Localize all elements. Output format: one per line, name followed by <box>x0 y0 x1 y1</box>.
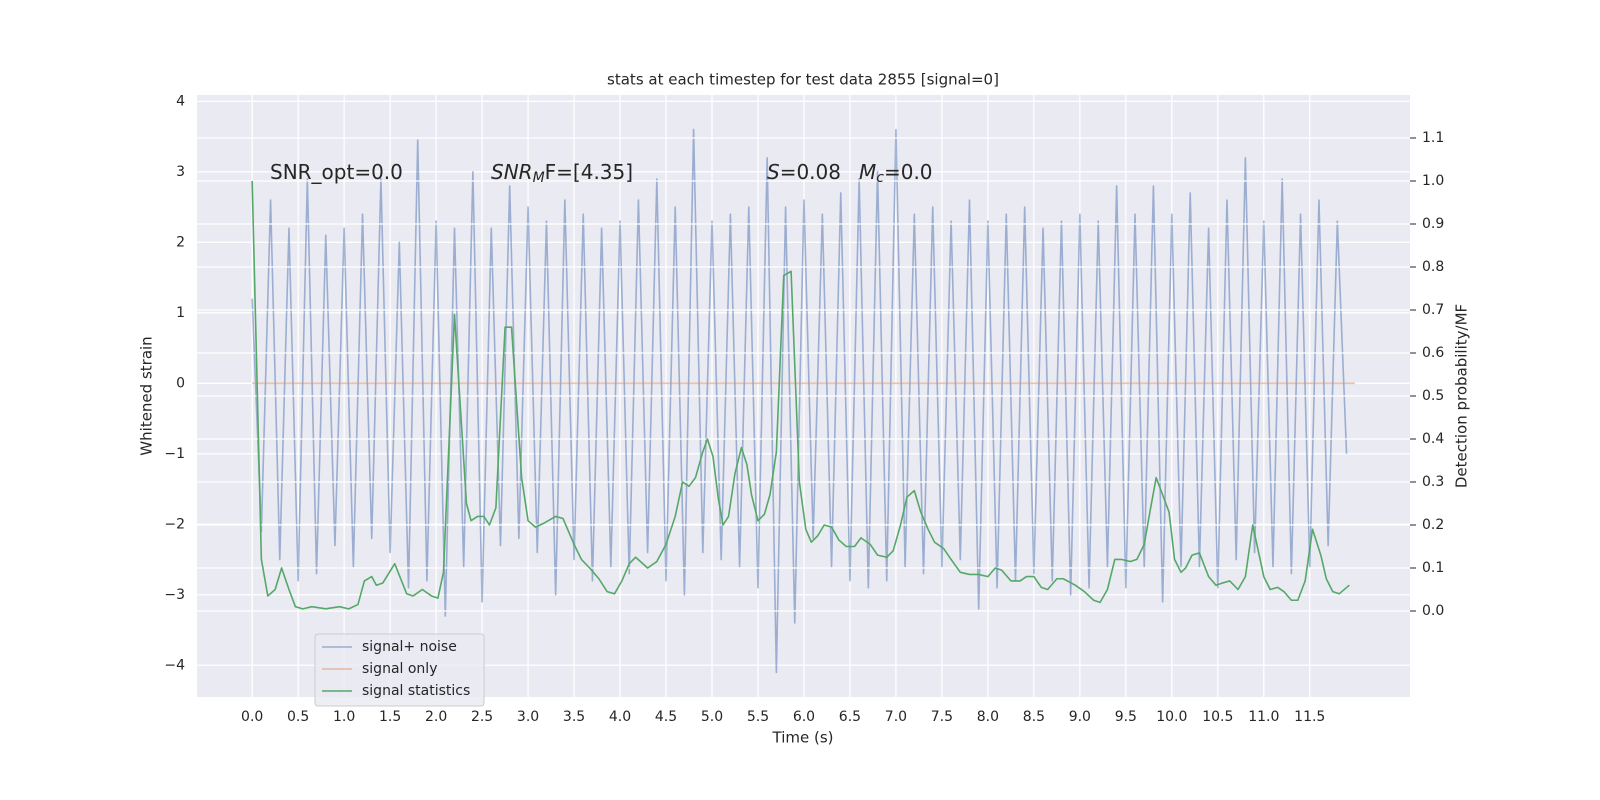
y2-tick-label: 0.1 <box>1422 560 1444 576</box>
annotation-text: SNR <box>491 160 533 184</box>
y-tick-label: 3 <box>176 164 185 180</box>
y-tick-label: 2 <box>176 234 185 250</box>
legend-label: signal only <box>362 661 437 677</box>
y2-tick-label: 0.7 <box>1422 302 1444 318</box>
y-tick-label: 0 <box>176 375 185 391</box>
x-tick-label: 6.5 <box>839 709 861 725</box>
y-tick-label: −3 <box>164 587 185 603</box>
legend-box <box>314 633 485 707</box>
x-tick-label: 6.0 <box>793 709 815 725</box>
x-tick-label: 11.5 <box>1294 709 1325 725</box>
grid-layer-y2 <box>197 137 1410 612</box>
x-tick-label: 0.5 <box>287 709 309 725</box>
y2-tick-label: 0.4 <box>1422 431 1444 447</box>
y2-tick-label: 0.8 <box>1422 259 1444 275</box>
annotation-text: SNR_opt=0.0 <box>270 160 403 184</box>
annotation-text: S <box>767 160 780 184</box>
data-layer <box>251 128 1355 674</box>
y2-tick-label: 0.0 <box>1422 603 1444 619</box>
annotation: SNRMF=[4.35] <box>491 160 633 187</box>
y-tick-label: 1 <box>176 305 185 321</box>
annotation-rest: =0.0 <box>884 160 933 184</box>
data-layer-y2 <box>251 180 1350 610</box>
x-tick-label: 3.5 <box>563 709 585 725</box>
x-tick-label: 8.5 <box>1023 709 1045 725</box>
x-tick-label: 9.5 <box>1115 709 1137 725</box>
y2-tick-label: 1.0 <box>1422 173 1444 189</box>
series-line <box>251 180 1350 610</box>
y2-tick-label: 0.2 <box>1422 517 1444 533</box>
series-line <box>251 128 1348 674</box>
annotation-subscript: M <box>533 170 545 186</box>
y2-axis-label: Detection probability/MF <box>1453 304 1471 488</box>
x-tick-label: 9.0 <box>1069 709 1091 725</box>
legend-label: signal+ noise <box>362 639 457 655</box>
y-tick-label: −4 <box>164 657 185 673</box>
y2-tick-label: 0.6 <box>1422 345 1444 361</box>
y-tick-label: −2 <box>164 516 185 532</box>
y2-tick-label: 1.1 <box>1422 130 1444 146</box>
y-tick-label: 4 <box>176 93 185 109</box>
y2-tick-label: 0.9 <box>1422 216 1444 232</box>
y2-tick-label: 0.5 <box>1422 388 1444 404</box>
x-tick-label: 5.0 <box>701 709 723 725</box>
annotation: SNR_opt=0.0 <box>270 160 403 184</box>
x-tick-label: 8.0 <box>977 709 999 725</box>
x-tick-label: 10.5 <box>1202 709 1233 725</box>
x-tick-label: 1.5 <box>379 709 401 725</box>
x-axis-label: Time (s) <box>772 729 834 747</box>
x-tick-label: 7.5 <box>931 709 953 725</box>
legend-label: signal statistics <box>362 683 470 699</box>
y-axis-label: Whitened strain <box>138 336 156 455</box>
y2-tick-label: 0.3 <box>1422 474 1444 490</box>
x-tick-label: 4.0 <box>609 709 631 725</box>
x-tick-label: 7.0 <box>885 709 907 725</box>
annotation: S=0.08 <box>767 160 841 184</box>
x-tick-label: 0.0 <box>241 709 263 725</box>
annotation-subscript: c <box>876 170 884 186</box>
annotation-rest: =0.08 <box>780 160 841 184</box>
annotation-rest: F=[4.35] <box>545 160 633 184</box>
x-tick-label: 2.5 <box>471 709 493 725</box>
x-tick-label: 4.5 <box>655 709 677 725</box>
x-tick-label: 1.0 <box>333 709 355 725</box>
x-tick-label: 5.5 <box>747 709 769 725</box>
x-tick-label: 3.0 <box>517 709 539 725</box>
x-tick-label: 2.0 <box>425 709 447 725</box>
x-tick-label: 10.0 <box>1156 709 1187 725</box>
x-tick-label: 11.0 <box>1248 709 1279 725</box>
y-tick-label: −1 <box>164 446 185 462</box>
labels: 0.0 0.5 1.0 1.5 2.0 2.5 3.0 3.5 4.0 4.5 5.0 5.5 6.0 6… <box>164 93 1444 725</box>
annotation: Mc=0.0 <box>859 160 933 187</box>
annotation-text: M <box>859 160 876 184</box>
chart-title: stats at each timestep for test data 285… <box>607 71 999 89</box>
